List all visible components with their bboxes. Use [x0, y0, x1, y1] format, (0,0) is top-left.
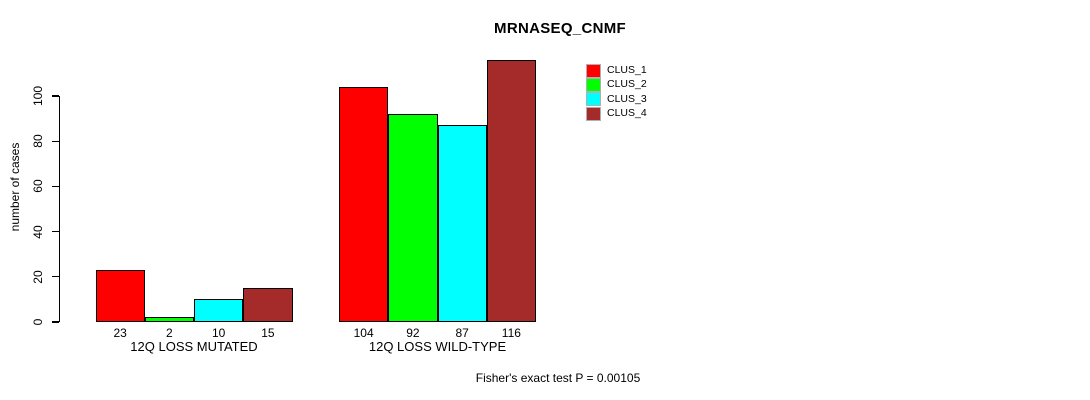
group-label: 12Q LOSS MUTATED [130, 339, 258, 354]
legend-item: CLUS_3 [586, 92, 647, 107]
y-tick-label: 80 [31, 134, 45, 148]
y-tick [51, 276, 59, 278]
bar [243, 288, 293, 322]
legend-item: CLUS_4 [586, 106, 647, 121]
y-tick [51, 321, 59, 323]
bar-value-label: 104 [353, 326, 374, 340]
bar-value-label: 116 [501, 326, 521, 340]
y-tick-label: 0 [31, 318, 45, 326]
legend-label: CLUS_1 [607, 64, 647, 76]
bar [339, 86, 389, 322]
bar-value-label: 10 [211, 326, 226, 340]
bar-value-label: 15 [261, 326, 275, 340]
group-label: 12Q LOSS WILD-TYPE [368, 339, 507, 354]
bar-value-label: 92 [406, 326, 420, 340]
legend-color-swatch [586, 77, 601, 92]
y-tick [51, 185, 59, 187]
bar [144, 317, 194, 322]
bar-value-label: 23 [113, 326, 127, 340]
legend-label: CLUS_3 [607, 92, 647, 105]
legend-color-swatch [586, 106, 601, 121]
legend-color-swatch [586, 63, 601, 78]
bar-value-label: 2 [166, 326, 173, 340]
legend: CLUS_1 CLUS_2 CLUS_3 CLUS_4 [586, 63, 647, 122]
y-tick-label: 60 [31, 179, 45, 194]
bar [437, 125, 487, 322]
y-tick-label: 40 [31, 224, 45, 239]
bar [486, 59, 536, 322]
bar-value-label: 87 [455, 326, 469, 340]
legend-item: CLUS_2 [586, 77, 647, 92]
y-tick [51, 231, 59, 233]
y-tick [51, 140, 59, 142]
y-tick-label: 100 [31, 85, 45, 107]
legend-color-swatch [586, 92, 601, 107]
bar [194, 299, 244, 322]
legend-label: CLUS_4 [607, 107, 647, 120]
y-tick [51, 95, 59, 97]
y-axis-line [58, 95, 61, 322]
y-axis-label: number of cases [8, 142, 22, 232]
fisher-test-annotation: Fisher's exact test P = 0.00105 [475, 371, 641, 385]
bar [95, 270, 145, 322]
legend-label: CLUS_2 [607, 78, 647, 91]
bar [388, 114, 438, 322]
legend-item: CLUS_1 [586, 63, 647, 78]
y-tick-label: 20 [31, 270, 45, 284]
chart-title: MRNASEQ_CNMF [494, 20, 626, 37]
